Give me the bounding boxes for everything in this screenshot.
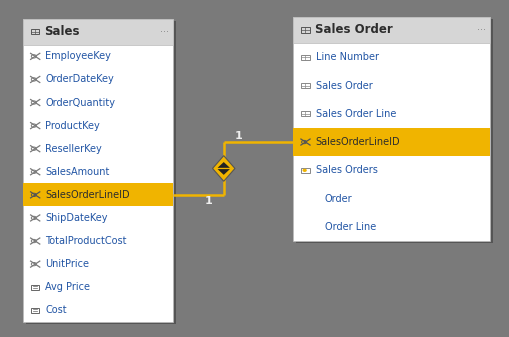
FancyBboxPatch shape: [296, 19, 492, 243]
Text: OrderQuantity: OrderQuantity: [45, 97, 115, 108]
Text: EmployeeKey: EmployeeKey: [45, 51, 111, 61]
FancyBboxPatch shape: [293, 17, 489, 43]
Text: SalesAmount: SalesAmount: [45, 167, 109, 177]
Text: TotalProductCost: TotalProductCost: [45, 236, 127, 246]
Text: Order: Order: [324, 193, 352, 204]
Text: Sales Order: Sales Order: [315, 81, 372, 91]
Text: Order Line: Order Line: [324, 222, 375, 232]
Text: Sales Order Line: Sales Order Line: [315, 109, 395, 119]
Bar: [301, 83, 309, 88]
Bar: [31, 29, 39, 34]
Text: 1: 1: [235, 131, 242, 141]
Text: SalesOrderLineID: SalesOrderLineID: [45, 190, 130, 200]
Bar: [301, 27, 309, 33]
Bar: [301, 111, 309, 117]
Text: OrderDateKey: OrderDateKey: [45, 74, 114, 85]
Text: Line Number: Line Number: [315, 52, 378, 62]
Text: SalesOrderLineID: SalesOrderLineID: [315, 137, 400, 147]
FancyBboxPatch shape: [23, 19, 173, 322]
Polygon shape: [217, 169, 230, 175]
FancyBboxPatch shape: [23, 183, 173, 206]
Text: Sales Orders: Sales Orders: [315, 165, 377, 175]
Text: Sales: Sales: [44, 25, 80, 38]
Polygon shape: [212, 156, 235, 181]
Text: ShipDateKey: ShipDateKey: [45, 213, 108, 223]
Text: Sales Order: Sales Order: [314, 24, 391, 36]
Circle shape: [303, 170, 305, 171]
Text: UnitPrice: UnitPrice: [45, 259, 89, 269]
Text: ···: ···: [160, 27, 169, 37]
Bar: [31, 284, 39, 290]
FancyBboxPatch shape: [293, 128, 489, 156]
Bar: [301, 167, 309, 173]
FancyBboxPatch shape: [293, 17, 489, 241]
Text: 1: 1: [204, 196, 212, 206]
FancyBboxPatch shape: [23, 19, 173, 45]
Text: ResellerKey: ResellerKey: [45, 144, 102, 154]
Text: ProductKey: ProductKey: [45, 121, 100, 131]
Text: ···: ···: [475, 25, 485, 35]
Text: Cost: Cost: [45, 305, 67, 315]
Polygon shape: [217, 162, 230, 168]
Text: Avg Price: Avg Price: [45, 282, 90, 292]
Bar: [31, 308, 39, 313]
FancyBboxPatch shape: [26, 21, 176, 324]
Bar: [301, 55, 309, 60]
